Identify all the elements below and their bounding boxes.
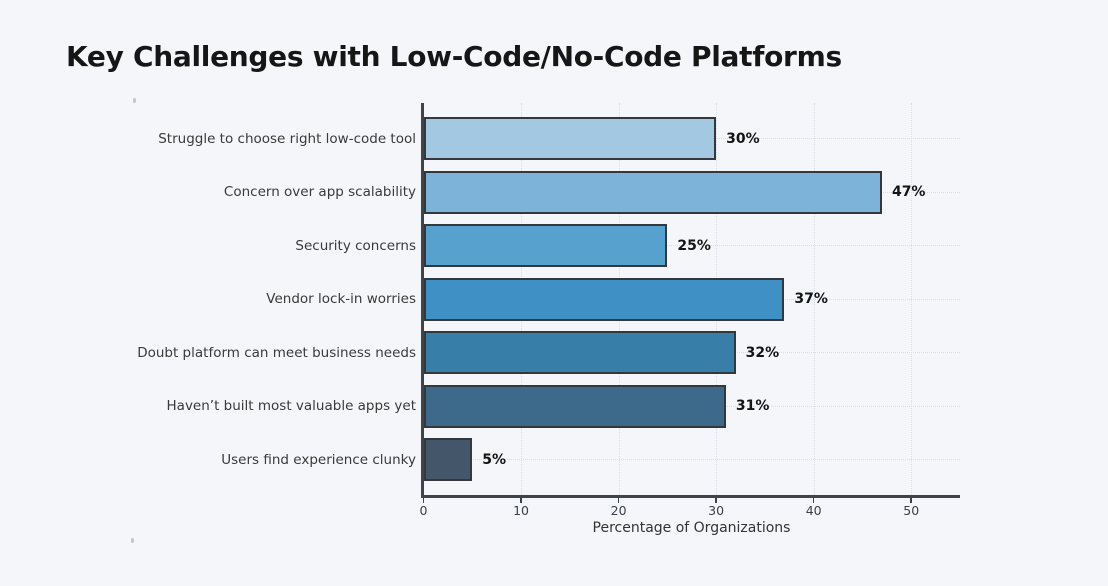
category-label: Concern over app scalability — [223, 184, 416, 200]
value-label: 5% — [482, 451, 507, 468]
value-label: 30% — [726, 130, 760, 147]
x-tick-label: 30 — [708, 503, 725, 518]
bar — [423, 331, 736, 374]
bar — [423, 277, 785, 321]
chart-title: Key Challenges with Low-Code/No-Code Pla… — [66, 40, 842, 73]
x-tick-mark — [812, 497, 815, 503]
speck-top — [133, 98, 136, 103]
x-tick-label: 0 — [419, 503, 428, 518]
category-label: Users find experience clunky — [221, 451, 416, 468]
category-label: Vendor lock-in worries — [266, 291, 416, 307]
value-label: 47% — [891, 184, 926, 200]
x-tick-mark — [715, 497, 717, 503]
bar — [423, 438, 473, 481]
x-tick-label: 10 — [513, 503, 529, 518]
bar — [423, 117, 717, 160]
value-label: 25% — [677, 237, 711, 254]
value-label: 37% — [794, 291, 828, 307]
value-label: 31% — [735, 398, 770, 414]
bar — [423, 384, 726, 428]
y-axis-spine — [421, 103, 424, 498]
x-tick-label: 40 — [805, 503, 822, 518]
x-tick-mark — [617, 497, 620, 503]
value-label: 32% — [745, 344, 780, 361]
category-label: Security concerns — [295, 237, 416, 254]
category-label: Doubt platform can meet business needs — [137, 344, 416, 361]
bar — [423, 224, 668, 267]
x-tick-label: 50 — [903, 503, 920, 518]
x-axis-spine — [421, 495, 960, 498]
gridline-h — [423, 459, 960, 460]
x-tick-label: 20 — [610, 503, 627, 518]
gridline-h — [423, 245, 960, 246]
speck-bottom — [131, 538, 134, 543]
x-tick-mark — [422, 497, 425, 503]
category-label: Struggle to choose right low-code tool — [158, 130, 416, 147]
x-tick-mark — [520, 497, 522, 503]
category-label: Haven’t built most valuable apps yet — [166, 398, 416, 414]
x-axis-label: Percentage of Organizations — [592, 520, 791, 536]
x-tick-mark — [910, 497, 912, 503]
bar — [423, 170, 882, 214]
